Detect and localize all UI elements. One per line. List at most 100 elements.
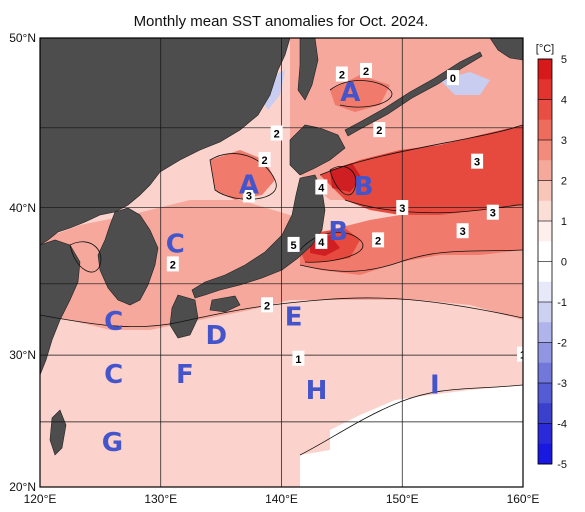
colorbar-cell xyxy=(538,423,552,445)
contour-label-text: 2 xyxy=(375,235,381,247)
map-frame xyxy=(39,37,524,488)
colorbar-tick-label: 3 xyxy=(561,135,567,147)
contour-label: 4 xyxy=(315,179,328,195)
anomaly-band-negative-coast xyxy=(262,70,285,110)
area-label-g: G xyxy=(102,428,123,458)
contour-label-bg xyxy=(287,236,300,252)
anomaly-band-3-4 xyxy=(320,125,523,215)
land-kamchatka xyxy=(489,38,523,61)
colorbar-cell xyxy=(538,281,552,303)
contour-label: 4 xyxy=(315,233,328,249)
contour-label-bg xyxy=(396,200,409,216)
contour-label-bg xyxy=(471,153,484,169)
contour-label-bg xyxy=(372,232,385,248)
colorbar-tick-label: -2 xyxy=(557,338,567,350)
land-hokkaido xyxy=(289,124,346,176)
contour-label: 3 xyxy=(486,204,499,220)
y-tick-label: 20°N xyxy=(9,480,36,494)
contour-label-bg xyxy=(166,256,179,272)
contour-label: 2 xyxy=(261,297,274,313)
contour-label-text: 2 xyxy=(264,300,270,312)
grid-lines xyxy=(40,38,523,487)
colorbar-tick-label: 2 xyxy=(561,176,567,188)
anomaly-band-4-5 xyxy=(330,163,362,192)
area-label-b: B xyxy=(354,172,374,202)
contour-label-bg xyxy=(360,62,373,78)
contour-label-text: 4 xyxy=(318,237,325,249)
colorbar-cell xyxy=(538,200,552,222)
contour-label-bg xyxy=(486,204,499,220)
contour-label-bg xyxy=(446,70,459,86)
colorbar-cell xyxy=(538,362,552,384)
area-label-d: D xyxy=(205,321,227,351)
contour-label: 3 xyxy=(242,187,255,203)
area-label-i: I xyxy=(430,371,440,401)
colorbar-cell xyxy=(538,221,552,242)
contour-label-bg xyxy=(335,66,348,82)
contour-label-text: 3 xyxy=(474,157,480,169)
colorbar-cell xyxy=(538,342,552,364)
contour-label-text: 2 xyxy=(274,128,280,140)
y-tick-label: 50°N xyxy=(9,31,36,45)
anomaly-band-near-zero xyxy=(330,385,523,487)
area-label-c2: C xyxy=(104,307,123,337)
colorbar-unit: [°C] xyxy=(536,43,554,55)
colorbar-cell xyxy=(538,383,552,404)
colorbar-cell xyxy=(538,160,552,181)
colorbar-cell xyxy=(538,302,552,323)
area-label-a2: A xyxy=(239,170,259,200)
colorbar-cell xyxy=(538,79,552,100)
area-label-f: F xyxy=(176,360,194,390)
contour-label-text: 2 xyxy=(376,125,382,137)
anomaly-band-2-3-north xyxy=(330,75,390,112)
contour-label-bg xyxy=(270,125,283,141)
colorbar-tick-label: 5 xyxy=(561,54,567,66)
contour-label-text: 3 xyxy=(246,190,252,202)
contour-label: 0 xyxy=(446,70,459,86)
colorbar-cell xyxy=(538,241,552,262)
contour-label: 2 xyxy=(258,152,271,168)
contour-line-japansea xyxy=(209,153,277,200)
colorbar-tick-label: 4 xyxy=(561,95,567,107)
colorbar-tick-label: 1 xyxy=(561,216,567,228)
colorbar: [°C] 5 4 3 2 1 0 -1 -2 -3 -4 -5 xyxy=(536,43,567,471)
colorbar-tick-label: -3 xyxy=(557,378,567,390)
colorbar-cell xyxy=(538,140,552,161)
area-label-h: H xyxy=(306,376,328,406)
colorbar-cell xyxy=(538,443,552,465)
contour-label: 3 xyxy=(456,223,469,239)
contour-label-bg xyxy=(258,152,271,168)
contour-label-bg xyxy=(261,297,274,313)
contour-line-2-north xyxy=(329,80,393,108)
x-tick-label: 130°E xyxy=(144,492,177,506)
x-axis: 120°E 130°E 140°E 150°E 160°E xyxy=(24,492,540,506)
contour-label: 2 xyxy=(372,232,385,248)
x-tick-label: 160°E xyxy=(507,492,540,506)
colorbar-cell xyxy=(538,322,552,343)
colorbar-cell xyxy=(538,99,552,121)
contour-label-text: 2 xyxy=(339,70,345,82)
area-label-c: C xyxy=(166,229,185,259)
land-shikoku xyxy=(209,295,241,313)
contour-label-bg xyxy=(242,187,255,203)
land-sakhalin xyxy=(297,38,319,101)
contour-label-text: 3 xyxy=(490,208,496,220)
land-honshu xyxy=(191,174,326,299)
land-china xyxy=(40,239,81,376)
colorbar-tick-label: -1 xyxy=(557,297,567,309)
y-axis: 50°N 40°N 30°N 20°N xyxy=(9,31,36,494)
contour-label: 1 xyxy=(517,346,523,362)
contour-label-text: 2 xyxy=(170,259,176,271)
x-tick-label: 150°E xyxy=(386,492,419,506)
colorbar-tick-label: 0 xyxy=(561,257,567,269)
contour-label: 2 xyxy=(166,256,179,272)
anomaly-band-near-zero-small xyxy=(300,450,330,487)
contour-label-text: 4 xyxy=(318,183,325,195)
contour-label: 2 xyxy=(270,125,283,141)
contour-label-bg xyxy=(315,179,328,195)
area-label-a: A xyxy=(340,78,360,108)
colorbar-cell xyxy=(538,261,552,283)
land-kyushu xyxy=(169,294,199,339)
